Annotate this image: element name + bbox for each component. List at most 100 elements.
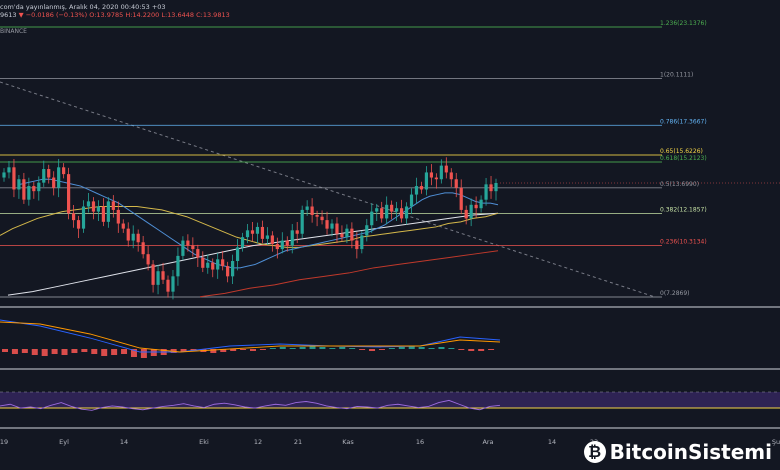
x-axis-tick-label: 16 [416, 438, 424, 446]
candle-body [395, 208, 399, 212]
macd-histogram-bar [369, 349, 376, 351]
candle-body [116, 209, 120, 224]
candle-body [320, 216, 324, 221]
macd-histogram-bar [418, 347, 425, 349]
macd-histogram-bar [150, 349, 157, 356]
macd-histogram-bar [448, 348, 455, 349]
candle-body [355, 240, 359, 250]
exchange-label: BINANCE [0, 28, 27, 35]
macd-histogram-bar [468, 349, 475, 351]
candle-body [250, 230, 255, 234]
candle-body [231, 261, 235, 277]
macd-histogram-bar [438, 347, 445, 349]
sma-long-line [199, 250, 499, 298]
candle-body [474, 204, 478, 209]
candle-body [156, 271, 160, 285]
candle-body [350, 228, 354, 241]
candle-body [22, 179, 26, 200]
candle-body [245, 230, 250, 238]
candle-body [62, 167, 66, 175]
candle-body [429, 172, 433, 178]
candle-body [290, 230, 294, 246]
macd-histogram-bar [359, 349, 366, 350]
x-axis-tick-label: 19 [0, 438, 8, 446]
candle-body [370, 211, 374, 226]
candle-body [444, 165, 448, 173]
macd-histogram-bar [101, 349, 108, 356]
fib-level-label: 0.236(10.3134) [660, 238, 707, 245]
fib-level-label: 0.786(17.3667) [660, 118, 707, 125]
x-axis-tick-label: Eki [199, 438, 209, 446]
candle-body [235, 247, 240, 262]
candle-body [464, 209, 468, 219]
candle-body [57, 167, 61, 188]
candle-body [91, 201, 96, 212]
candle-body [434, 177, 438, 180]
macd-histogram-bar [121, 349, 128, 354]
macd-histogram-bar [71, 349, 78, 353]
candle-body [489, 184, 493, 192]
macd-signal-line [0, 321, 501, 353]
candle-body [141, 242, 145, 255]
header-ohlc: O:13.9785 H:14.2200 L:13.6448 C:13.9813 [89, 11, 230, 19]
candle-body [255, 226, 260, 234]
candle-body [17, 179, 21, 190]
candle-body [211, 262, 215, 270]
candle-body [86, 201, 91, 207]
macd-histogram-bar [339, 347, 346, 349]
x-axis-tick-label: Kas [342, 438, 354, 446]
macd-histogram-bar [2, 349, 8, 352]
candle-body [126, 228, 130, 241]
candle-body [206, 262, 210, 268]
candle-body [121, 223, 125, 229]
fib-level-label: 1.236(23.1376) [660, 20, 707, 27]
macd-histogram-bar [180, 349, 187, 352]
macd-histogram-bar [329, 348, 336, 349]
macd-histogram-bar [140, 349, 147, 358]
candle-body [52, 177, 56, 188]
candle-body [12, 167, 16, 190]
macd-histogram-bar [458, 349, 465, 350]
candle-body [380, 208, 384, 219]
macd-histogram-bar [259, 349, 266, 350]
candle-body [300, 209, 304, 234]
macd-histogram-bar [51, 349, 58, 354]
x-axis-tick-label: 14 [548, 438, 556, 446]
macd-histogram-bar [488, 349, 495, 350]
candle-body [365, 225, 369, 236]
candle-body [345, 228, 349, 238]
candle-body [315, 215, 319, 217]
brand-name: BitcoinSistemi [609, 440, 772, 464]
fib-level-label: 0.382(12.1857) [660, 207, 707, 214]
macd-histogram-bar [408, 346, 415, 349]
candle-body [260, 226, 265, 239]
candle-body [2, 172, 6, 178]
candle-body [390, 204, 394, 212]
macd-histogram-bar [81, 349, 88, 352]
candle-body [111, 201, 115, 210]
candle-body [76, 220, 81, 229]
candle-body [340, 233, 344, 238]
candle-body [221, 259, 225, 267]
macd-histogram-bar [478, 349, 485, 351]
bitcoin-coin-icon: ₿ [583, 441, 606, 463]
header-symbol-price: 9613 [0, 11, 17, 19]
candle-body [454, 179, 458, 188]
header-prefix: com'da yayınlanmış, Aralık 04, 2020 00:4… [0, 3, 166, 11]
candle-body [151, 264, 155, 285]
candle-body [439, 165, 443, 180]
candle-body [42, 169, 46, 183]
candle-body [310, 206, 314, 216]
candle-body [146, 254, 150, 265]
macd-histogram-bar [319, 347, 326, 349]
x-axis-tick-label: Şu [772, 438, 780, 446]
candle-body [216, 259, 220, 270]
x-axis-tick-label: Eyl [59, 438, 69, 446]
candle-body [131, 233, 135, 241]
macd-histogram-bar [220, 349, 227, 352]
candle-body [385, 204, 389, 219]
candle-body [196, 249, 200, 258]
macd-line [0, 319, 501, 353]
fib-level-label: 0(7.2869) [660, 290, 690, 297]
